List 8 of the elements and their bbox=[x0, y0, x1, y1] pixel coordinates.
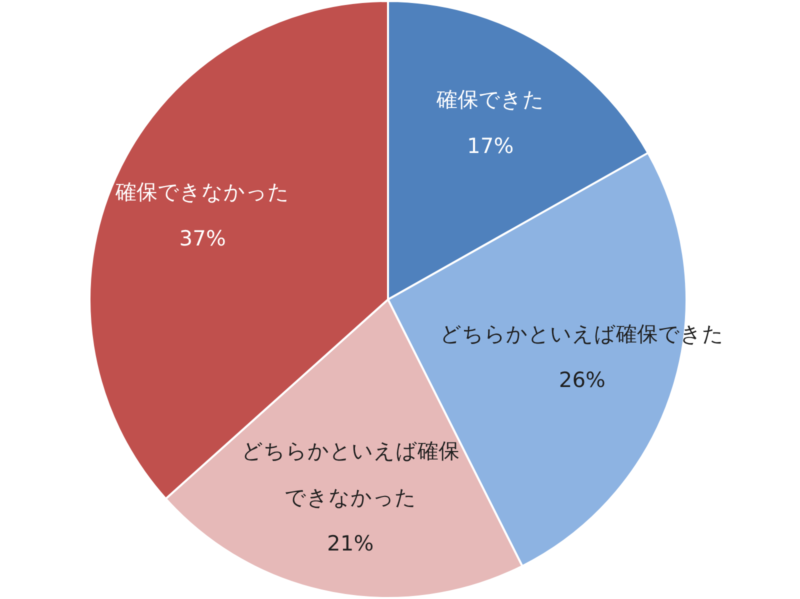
data-label: 21% bbox=[326, 532, 374, 556]
slice-label: どちらかといえば確保できた bbox=[440, 322, 724, 346]
slice-label: 確保できた bbox=[435, 88, 544, 112]
data-label: 17% bbox=[467, 134, 514, 158]
data-label: 37% bbox=[179, 226, 226, 250]
data-label: 26% bbox=[558, 368, 606, 392]
slice-label: 確保できなかった bbox=[114, 180, 290, 204]
slice-label: どちらかといえば確保できなかった bbox=[241, 439, 460, 510]
